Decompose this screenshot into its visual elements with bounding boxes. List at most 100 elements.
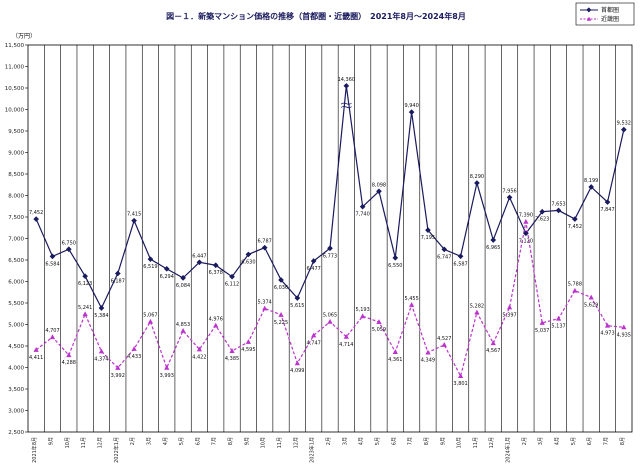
x-axis-ticks: 2021年8月 9月 10月 11月 12月 2022年1月 2月 3月 4月 5月 6月 7月 8月 9… — [31, 437, 626, 463]
shutoken-point — [359, 203, 366, 210]
x-tick-label: 2022年1月 — [113, 437, 120, 463]
shutoken-point — [163, 266, 170, 272]
data-label: 4,422 — [192, 354, 206, 360]
shutoken-point — [196, 259, 203, 266]
kinki-point — [164, 365, 170, 370]
kinki-point — [278, 312, 284, 317]
data-label: 5,455 — [404, 296, 418, 302]
shutoken-point — [278, 277, 284, 283]
x-tick-label: 2023年1月 — [309, 437, 316, 463]
y-tick-label: 9,000 — [8, 151, 24, 157]
x-tick-label: 12月 — [97, 437, 103, 448]
x-tick-label: 3月 — [146, 437, 152, 445]
y-tick-label: 10,000 — [5, 108, 25, 114]
data-label: 5,067 — [143, 313, 157, 319]
x-tick-label: 11月 — [473, 437, 479, 448]
x-tick-label: 7月 — [212, 437, 218, 445]
data-label: 4,099 — [290, 368, 304, 374]
data-label: 5,629 — [584, 302, 598, 308]
shutoken-point — [588, 184, 595, 190]
x-tick-label: 3月 — [538, 437, 544, 445]
kinki-point — [98, 348, 105, 354]
kinki-point — [376, 319, 382, 324]
kinki-point — [621, 324, 627, 330]
data-label: 6,187 — [111, 278, 125, 284]
data-label: 4,374 — [94, 356, 108, 362]
data-label: 6,519 — [143, 264, 157, 270]
x-tick-label: 2月 — [522, 437, 528, 445]
data-label: 9,532 — [617, 121, 631, 127]
shutoken-point — [131, 217, 137, 224]
kinki-point — [262, 305, 268, 311]
data-label: 5,282 — [470, 303, 484, 309]
x-tick-label: 6月 — [195, 437, 201, 445]
data-labels: 7,452 6,584 6,750 6,123 5,384 6,187 7,415 6,519… — [29, 77, 631, 387]
data-label: 5,374 — [258, 299, 272, 305]
shutoken-point — [572, 216, 578, 222]
x-tick-label: 11月 — [81, 437, 87, 448]
data-label: 6,294 — [160, 274, 174, 280]
data-label: 4,288 — [62, 360, 76, 366]
data-label: 6,773 — [323, 253, 337, 259]
x-tick-label: 8月 — [424, 437, 430, 445]
data-label: 6,112 — [225, 282, 239, 288]
data-label: 5,384 — [94, 313, 108, 319]
kinki-point — [131, 346, 137, 351]
x-tick-label: 3月 — [342, 437, 348, 445]
kinki-point — [588, 294, 594, 300]
data-label: 5,037 — [535, 328, 549, 334]
y-axis-ticks: 2,500 3,000 3,500 4,000 4,500 5,000 5,500 6,000… — [5, 43, 28, 436]
data-label: 4,714 — [339, 342, 353, 348]
data-label: 4,411 — [29, 355, 43, 361]
kinki-point — [327, 318, 333, 324]
data-label: 5,193 — [355, 307, 369, 313]
shutoken-point — [376, 188, 382, 195]
x-tick-label: 5月 — [179, 437, 185, 445]
shutoken-point — [49, 253, 56, 260]
data-label: 6,587 — [453, 261, 467, 267]
kinki-point — [229, 348, 235, 353]
data-label: 4,361 — [388, 357, 402, 363]
shutoken-point — [555, 207, 562, 214]
shutoken-point — [408, 109, 415, 115]
y-tick-label: 5,500 — [8, 301, 24, 307]
shutoken-point — [229, 273, 235, 280]
kinki-point — [311, 332, 317, 338]
kinki-point — [213, 322, 219, 328]
data-label: 4,349 — [421, 357, 435, 363]
gridlines: ≈ — [27, 44, 633, 433]
series-markers — [33, 83, 627, 379]
data-label: 6,447 — [192, 253, 206, 259]
shutoken-point — [82, 273, 88, 280]
data-label: 4,935 — [617, 332, 631, 338]
y-tick-label: 3,000 — [8, 409, 24, 415]
axis-break-marker: ≈ — [339, 95, 354, 116]
kinki-point — [115, 365, 121, 370]
y-tick-label: 11,000 — [5, 65, 25, 71]
shutoken-point — [294, 295, 301, 301]
x-tick-label: 12月 — [293, 437, 299, 448]
data-label: 3,992 — [111, 373, 125, 379]
data-label: 7,452 — [568, 224, 582, 230]
shutoken-point — [33, 216, 39, 222]
kinki-point — [196, 346, 203, 352]
data-label: 6,584 — [45, 261, 59, 267]
data-label: 8,199 — [584, 178, 598, 184]
data-label: 5,059 — [372, 327, 386, 333]
y-tick-label: 7,500 — [8, 215, 24, 221]
x-tick-label: 8月 — [228, 437, 234, 445]
kinki-point — [82, 311, 88, 317]
data-label: 6,378 — [209, 270, 223, 276]
series-line-shutoken — [35, 85, 625, 310]
x-tick-label: 4月 — [359, 437, 365, 445]
data-label: 5,065 — [323, 313, 337, 319]
x-tick-label: 4月 — [163, 437, 169, 445]
kinki-point — [49, 334, 56, 340]
data-label: 7,390 — [519, 213, 533, 219]
y-tick-label: 6,000 — [8, 280, 24, 286]
kinki-point — [147, 318, 154, 324]
legend-label: 近畿圏 — [601, 15, 619, 23]
data-label: 7,623 — [535, 217, 549, 223]
data-label: 7,847 — [600, 207, 614, 213]
